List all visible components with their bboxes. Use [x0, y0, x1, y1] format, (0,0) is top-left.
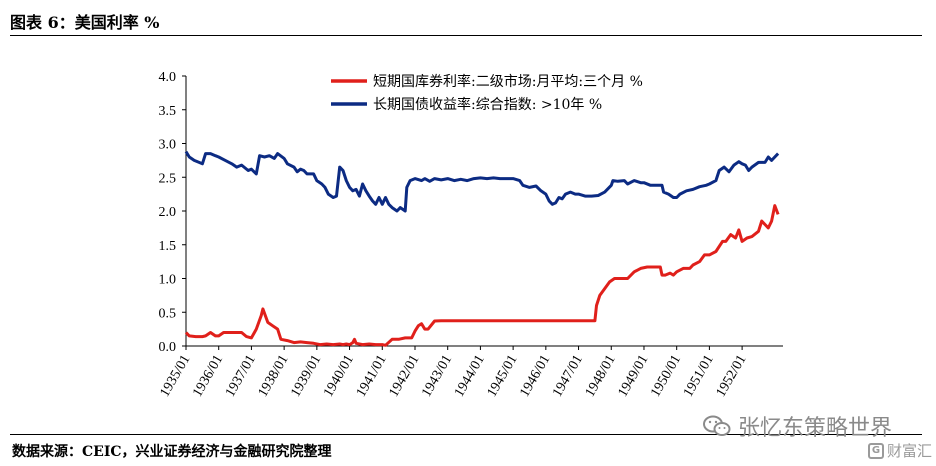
x-tick-label: 1950/01: [648, 353, 684, 400]
legend-label-2: 长期国债收益率:综合指数: >10年 %: [373, 96, 602, 113]
footer-rule: [10, 434, 922, 435]
x-tick-label: 1936/01: [190, 353, 226, 400]
y-tick-label: 0.5: [159, 306, 177, 321]
y-tick-label: 2.5: [159, 171, 177, 186]
series-line-2: [184, 150, 780, 213]
source-note: 数据来源：CEIC，兴业证券经济与金融研究院整理: [12, 444, 332, 460]
y-tick-label: 4.0: [159, 70, 177, 85]
x-tick-label: 1935/01: [158, 353, 194, 400]
y-tick-label: 1.0: [159, 273, 177, 288]
x-tick-label: 1938/01: [256, 353, 292, 400]
y-tick-label: 1.5: [159, 239, 177, 254]
x-tick-label: 1939/01: [288, 353, 324, 400]
wechat-icon: [703, 415, 731, 436]
x-tick-label: 1940/01: [321, 353, 357, 400]
page-title: 图表 6：美国利率 %: [10, 13, 160, 32]
x-tick-label: 1948/01: [583, 353, 619, 400]
x-tick-label: 1947/01: [550, 353, 586, 400]
x-tick-label: 1941/01: [354, 353, 390, 400]
x-tick-label: 1944/01: [452, 353, 488, 400]
x-tick-label: 1937/01: [223, 353, 259, 400]
y-tick-label: 3.5: [159, 104, 177, 119]
watermark-badge: G 财富汇: [868, 440, 932, 461]
badge-text: 财富汇: [887, 442, 933, 460]
x-tick-label: 1952/01: [714, 353, 750, 400]
x-tick-label: 1942/01: [387, 353, 423, 400]
x-tick-label: 1945/01: [485, 353, 521, 400]
y-tick-label: 0.0: [159, 340, 177, 355]
y-tick-label: 3.0: [159, 138, 177, 153]
x-tick-label: 1946/01: [517, 353, 553, 400]
badge-icon: G: [868, 442, 884, 459]
x-tick-label: 1943/01: [419, 353, 455, 400]
series-line-1: [184, 204, 780, 347]
legend-label-1: 短期国库券利率:二级市场:月平均:三个月 %: [373, 73, 643, 90]
watermark: 张忆东策略世界: [702, 410, 892, 442]
x-tick-label: 1949/01: [616, 353, 652, 400]
header-rule: [10, 35, 922, 36]
y-tick-label: 2.0: [159, 205, 177, 220]
watermark-text: 张忆东策略世界: [738, 416, 893, 441]
x-tick-label: 1951/01: [681, 353, 717, 400]
